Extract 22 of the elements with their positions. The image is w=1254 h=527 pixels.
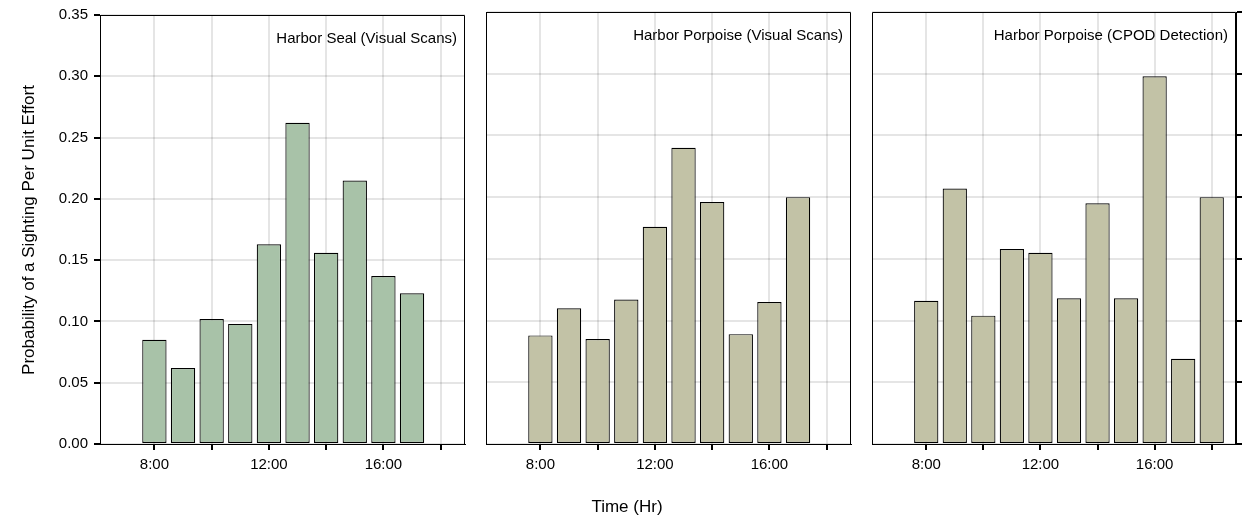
y-tick-label: 0.00 [58,434,88,452]
y-tick-label: 0.05 [58,372,88,390]
x-axis-title: Time (Hr) [590,497,664,517]
y-tick-label: 0.35 [58,5,88,23]
y-tick-label: 0.10 [58,311,88,329]
x-tick-label: 8:00 [139,455,169,473]
x-tick-label: 16:00 [1135,455,1174,473]
y-tick-label: 0.25 [58,127,88,145]
x-tick-label: 12:00 [250,455,288,473]
x-tick-label: 16:00 [750,455,789,473]
x-tick-label: 12:00 [636,455,674,473]
x-tick-label: 8:00 [525,455,555,473]
x-tick-label: 8:00 [911,455,941,473]
text: Harbor Porpoise (CPOD Detection) [993,26,1228,44]
text: Harbor Porpoise (Visual Scans) [633,26,843,44]
x-tick-label: 12:00 [1021,455,1060,473]
y-tick-label: 0.15 [58,250,88,268]
y-tick-label: 0.20 [58,189,88,206]
text: Harbor Seal (Visual Scans) [276,29,457,47]
x-tick-label: 16:00 [364,455,403,473]
y-tick-label: 0.30 [58,66,88,84]
y-axis-title: Probability of a Sighting Per Unit Effort [19,85,39,375]
